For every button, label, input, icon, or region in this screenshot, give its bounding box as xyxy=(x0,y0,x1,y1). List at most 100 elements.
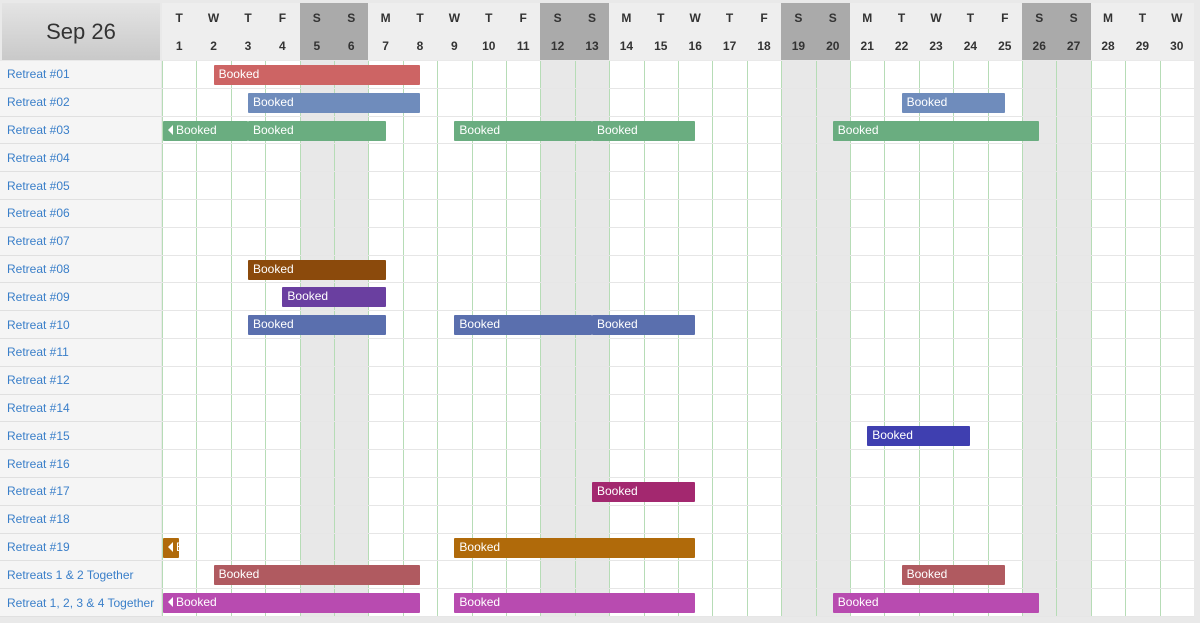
booking-bar[interactable]: Booked xyxy=(901,565,1005,586)
row-line xyxy=(162,87,1194,89)
room-name[interactable]: Retreat #07 xyxy=(0,227,161,256)
day-column xyxy=(265,61,300,617)
day-column xyxy=(781,61,816,617)
booking-bar[interactable]: Booked xyxy=(454,593,696,614)
booking-bar[interactable]: Booked xyxy=(454,120,592,141)
row-line xyxy=(162,560,1194,562)
row-line xyxy=(162,365,1194,367)
room-name[interactable]: Retreat #19 xyxy=(0,533,161,562)
day-header: 20 xyxy=(815,32,850,60)
booking-bar[interactable]: Booked xyxy=(248,92,420,113)
booking-bar[interactable]: Booked xyxy=(592,120,696,141)
day-header: 3 xyxy=(230,32,266,60)
room-name[interactable]: Retreat #17 xyxy=(0,478,161,506)
day-header: 13 xyxy=(574,32,610,60)
row-line xyxy=(162,171,1194,173)
day-header: 16 xyxy=(678,32,713,60)
day-column xyxy=(815,61,850,617)
room-name[interactable]: Retreat #05 xyxy=(0,172,161,200)
weekday-header: S xyxy=(1056,3,1091,32)
booking-bar[interactable]: Booked xyxy=(163,537,180,558)
weekday-header: T xyxy=(1125,3,1160,32)
row-line xyxy=(162,504,1194,506)
weekday-header: S xyxy=(781,3,816,32)
day-header: 1 xyxy=(162,32,197,60)
weekday-header: M xyxy=(368,3,403,32)
booking-bar[interactable]: Booked xyxy=(867,426,971,447)
row-line xyxy=(162,310,1194,312)
weekday-header: T xyxy=(162,3,197,32)
month-title: Sep 26 xyxy=(2,3,160,60)
day-header: 18 xyxy=(746,32,782,60)
row-line xyxy=(162,143,1194,145)
day-header: 12 xyxy=(540,32,575,60)
booking-bar[interactable]: Booked xyxy=(163,593,420,614)
day-column xyxy=(712,61,747,617)
day-header: 7 xyxy=(368,32,403,60)
booking-bar[interactable]: Booked xyxy=(592,482,696,502)
weekday-header: T xyxy=(402,3,438,32)
day-header: 19 xyxy=(781,32,816,60)
room-name[interactable]: Retreat #11 xyxy=(0,339,161,367)
day-column xyxy=(609,61,644,617)
row-line xyxy=(162,477,1194,478)
booking-bar[interactable]: Booked xyxy=(248,259,386,280)
booking-bar[interactable]: Booked xyxy=(901,92,1005,113)
weekday-header: T xyxy=(712,3,747,32)
booking-bar[interactable]: Booked xyxy=(454,537,696,558)
booking-bar[interactable]: Booked xyxy=(213,65,420,85)
day-column xyxy=(643,61,678,617)
room-name[interactable]: Retreat #08 xyxy=(0,255,161,284)
weekday-header: T xyxy=(471,3,506,32)
room-name[interactable]: Retreat #14 xyxy=(0,394,161,423)
day-header: 28 xyxy=(1090,32,1126,60)
booking-bar[interactable]: Booked xyxy=(454,315,592,336)
booking-bar[interactable]: Booked xyxy=(592,315,696,336)
weekday-header: T xyxy=(230,3,266,32)
booking-bar[interactable]: Booked xyxy=(832,120,1040,141)
weekday-header: W xyxy=(196,3,231,32)
booking-bar[interactable]: Booked xyxy=(282,287,386,308)
room-name[interactable]: Retreat #06 xyxy=(0,200,161,228)
weekday-header: S xyxy=(815,3,850,32)
room-name[interactable]: Retreat #09 xyxy=(0,283,161,312)
room-name[interactable]: Retreat #10 xyxy=(0,311,161,339)
booking-bar[interactable]: Booked xyxy=(163,120,248,141)
room-name[interactable]: Retreat #04 xyxy=(0,144,161,173)
day-header: 5 xyxy=(299,32,334,60)
room-name[interactable]: Retreat #03 xyxy=(0,116,161,145)
booking-bar[interactable]: Booked xyxy=(213,565,420,586)
weekday-header: W xyxy=(678,3,713,32)
booking-bar[interactable]: Booked xyxy=(248,315,386,336)
room-name[interactable]: Retreat #18 xyxy=(0,505,161,534)
room-name[interactable]: Retreat #16 xyxy=(0,450,161,478)
day-column xyxy=(1022,61,1057,617)
day-header: 24 xyxy=(953,32,988,60)
day-column xyxy=(1159,61,1194,617)
weekday-header: S xyxy=(334,3,369,32)
weekday-header: S xyxy=(1022,3,1057,32)
day-column xyxy=(230,61,266,617)
booking-bar[interactable]: Booked xyxy=(248,120,386,141)
day-header: 30 xyxy=(1159,32,1194,60)
room-name[interactable]: Retreats 1 & 2 Together xyxy=(0,561,161,590)
row-line xyxy=(162,532,1194,534)
room-name[interactable]: Retreat 1, 2, 3 & 4 Together xyxy=(0,589,161,617)
room-name[interactable]: Retreat #15 xyxy=(0,422,161,451)
day-column xyxy=(953,61,988,617)
weekday-header: T xyxy=(953,3,988,32)
day-column xyxy=(746,61,782,617)
weekday-header: S xyxy=(574,3,610,32)
weekday-header: S xyxy=(540,3,575,32)
day-header: 27 xyxy=(1056,32,1091,60)
day-header: 25 xyxy=(987,32,1022,60)
day-header: 9 xyxy=(437,32,472,60)
room-name[interactable]: Retreat #12 xyxy=(0,366,161,395)
booking-bar[interactable]: Booked xyxy=(832,593,1040,614)
day-header: 6 xyxy=(334,32,369,60)
weekday-header: F xyxy=(987,3,1022,32)
room-name[interactable]: Retreat #02 xyxy=(0,88,161,117)
room-name[interactable]: Retreat #01 xyxy=(0,61,161,89)
day-column xyxy=(918,61,954,617)
